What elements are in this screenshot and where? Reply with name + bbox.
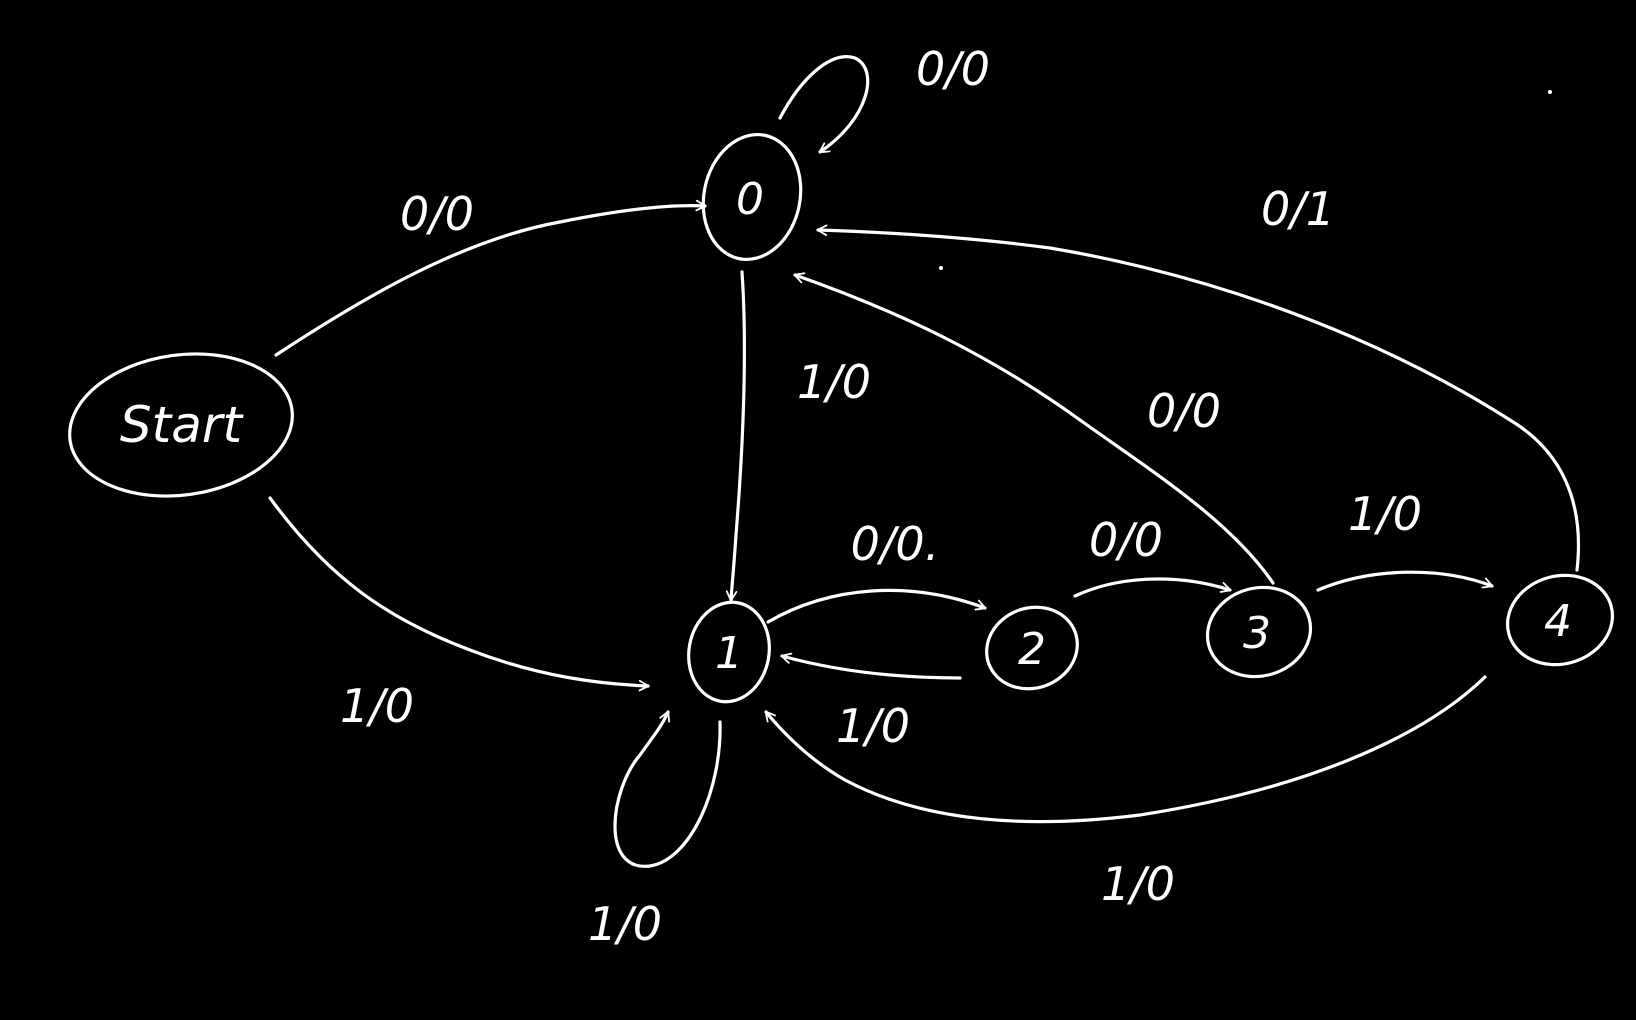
- edge-loop-1: [613, 710, 722, 868]
- stray-dot: [939, 266, 943, 270]
- edge-4-to-1-label: 1/0: [1101, 857, 1175, 911]
- edge-start-to-1-label: 1/0: [340, 679, 414, 733]
- edge-2-to-1: [780, 652, 962, 680]
- edge-1-to-2-label: 0/0.: [851, 517, 940, 571]
- edge-4-to-0: [816, 224, 1581, 572]
- edge-4-to-1: [764, 675, 1487, 824]
- edge-3-to-4-label: 1/0: [1348, 487, 1422, 541]
- edge-start-to-0-label: 0/0: [400, 187, 474, 241]
- node-3: 3: [1205, 585, 1313, 679]
- edge-loop-0-label: 0/0: [916, 42, 990, 96]
- edge-3-to-0-label: 0/0: [1147, 384, 1221, 438]
- edge-2-to-3-label: 0/0: [1089, 513, 1163, 567]
- edge-2-to-1-label: 1/0: [836, 699, 910, 753]
- edge-loop-1-label: 1/0: [588, 897, 662, 951]
- edge-3-to-4: [1316, 570, 1494, 592]
- node-0: 0: [701, 132, 803, 262]
- node-3-label: 3: [1243, 608, 1271, 659]
- edge-2-to-3: [1073, 577, 1232, 598]
- edge-0-to-1-label: 1/0: [797, 355, 871, 409]
- node-0-label: 0: [736, 174, 764, 225]
- edge-loop-0: [778, 55, 870, 154]
- node-2: 2: [985, 605, 1079, 691]
- node-4: 4: [1505, 573, 1615, 667]
- node-1: 1: [687, 600, 771, 704]
- edge-3-to-0: [793, 272, 1275, 585]
- edge-start-to-1: [268, 496, 650, 692]
- node-2-label: 2: [1018, 624, 1046, 675]
- node-4-label: 4: [1544, 596, 1572, 647]
- edge-0-to-1: [725, 270, 747, 602]
- edge-4-to-0-label: 0/1: [1261, 182, 1335, 236]
- node-1-label: 1: [715, 628, 743, 679]
- edge-1-to-2: [766, 588, 987, 624]
- node-start: Start: [68, 352, 294, 498]
- stray-dot: [1548, 90, 1552, 94]
- edge-start-to-0: [274, 199, 707, 357]
- node-start-label: Start: [120, 396, 245, 454]
